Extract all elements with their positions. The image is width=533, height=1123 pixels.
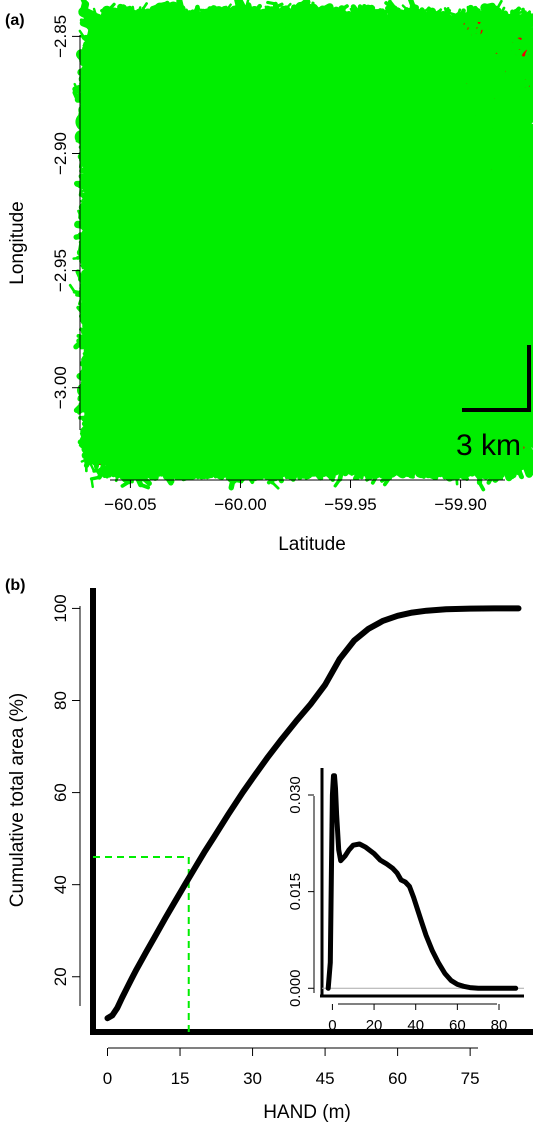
map-raster: [70, 0, 533, 490]
panel-a: (a) 3 km −60.05 −60.00 −59.95 −59.90−2.85−2…: [5, 0, 533, 555]
panel-a-label: (a): [5, 12, 25, 29]
drainage-network: [70, 0, 533, 490]
